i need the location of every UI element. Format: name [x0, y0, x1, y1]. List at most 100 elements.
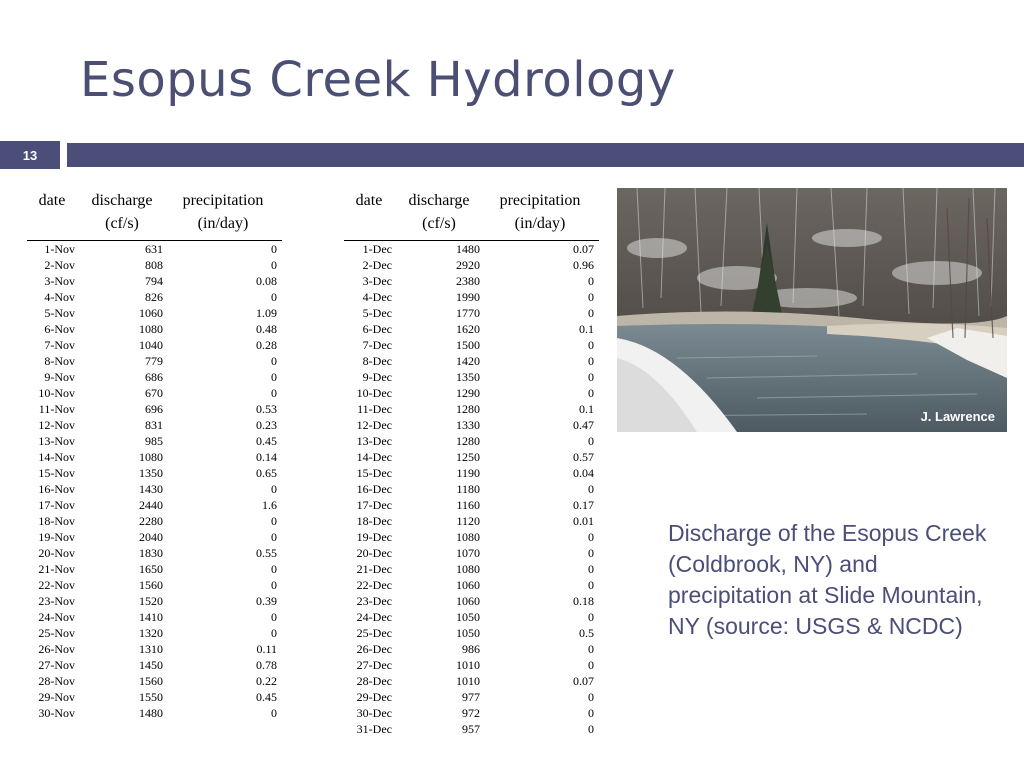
precipitation-cell: 0.17 — [573, 498, 594, 512]
table-row: 3-Nov 794 0.08 — [27, 273, 282, 289]
table-row: 7-Nov 1040 0.28 — [27, 337, 282, 353]
precipitation-cell: 0 — [588, 274, 594, 288]
precipitation-cell: 0.23 — [256, 418, 277, 432]
date-cell: 9-Dec — [362, 370, 392, 384]
table-row: 14-Nov 1080 0.14 — [27, 449, 282, 465]
discharge-cell: 1320 — [139, 626, 163, 640]
discharge-cell: 1770 — [456, 306, 480, 320]
table-row: 28-Nov 1560 0.22 — [27, 673, 282, 689]
precipitation-cell: 0.01 — [573, 514, 594, 528]
precipitation-header: precipitation — [182, 192, 264, 209]
table-row: 12-Dec 1330 0.47 — [344, 417, 599, 433]
discharge-unit: (cf/s) — [105, 215, 139, 232]
date-cell: 8-Dec — [362, 354, 392, 368]
discharge-cell: 1410 — [139, 610, 163, 624]
discharge-cell: 1830 — [139, 546, 163, 560]
precipitation-cell: 0 — [588, 386, 594, 400]
date-cell: 1-Dec — [362, 242, 392, 256]
precipitation-cell: 0 — [271, 562, 277, 576]
discharge-cell: 1350 — [139, 466, 163, 480]
precipitation-cell: 0.55 — [256, 546, 277, 560]
precipitation-cell: 0.07 — [573, 674, 594, 688]
date-cell: 26-Nov — [38, 642, 75, 656]
creek-photo: J. Lawrence — [617, 188, 1007, 432]
table-row: 4-Dec 1990 0 — [344, 289, 599, 305]
discharge-cell: 1420 — [456, 354, 480, 368]
date-cell: 2-Dec — [362, 258, 392, 272]
precipitation-cell: 0.78 — [256, 658, 277, 672]
date-cell: 26-Dec — [356, 642, 392, 656]
date-cell: 10-Dec — [356, 386, 392, 400]
discharge-cell: 1160 — [456, 498, 480, 512]
table-row: 24-Dec 1050 0 — [344, 609, 599, 625]
date-cell: 28-Dec — [356, 674, 392, 688]
table-row: 8-Dec 1420 0 — [344, 353, 599, 369]
date-cell: 22-Nov — [38, 578, 75, 592]
date-cell: 24-Nov — [38, 610, 75, 624]
slide-number: 13 — [0, 141, 60, 169]
precipitation-cell: 0 — [588, 722, 594, 736]
date-cell: 17-Dec — [356, 498, 392, 512]
precipitation-cell: 0.57 — [573, 450, 594, 464]
table-row: 31-Dec 957 0 — [344, 721, 599, 737]
date-cell: 13-Nov — [38, 434, 75, 448]
date-cell: 25-Dec — [356, 626, 392, 640]
photo-credit: J. Lawrence — [920, 409, 995, 424]
table-row: 13-Dec 1280 0 — [344, 433, 599, 449]
discharge-cell: 1050 — [456, 610, 480, 624]
table-row: 25-Nov 1320 0 — [27, 625, 282, 641]
precipitation-cell: 0 — [271, 626, 277, 640]
date-cell: 3-Nov — [44, 274, 75, 288]
table-row: 5-Nov 1060 1.09 — [27, 305, 282, 321]
discharge-cell: 808 — [145, 258, 163, 272]
precipitation-cell: 0.1 — [579, 402, 594, 416]
discharge-cell: 831 — [145, 418, 163, 432]
precipitation-cell: 0 — [271, 514, 277, 528]
discharge-cell: 1010 — [456, 658, 480, 672]
table-row: 26-Dec 986 0 — [344, 641, 599, 657]
discharge-cell: 2040 — [139, 530, 163, 544]
table-row: 1-Nov 631 0 — [27, 241, 282, 257]
table-row: 20-Dec 1070 0 — [344, 545, 599, 561]
table-row: 29-Dec 977 0 — [344, 689, 599, 705]
table-row: 11-Dec 1280 0.1 — [344, 401, 599, 417]
table-row: 2-Nov 808 0 — [27, 257, 282, 273]
date-cell: 4-Nov — [44, 290, 75, 304]
table-row: 13-Nov 985 0.45 — [27, 433, 282, 449]
discharge-unit: (cf/s) — [422, 215, 456, 232]
table-row: 14-Dec 1250 0.57 — [344, 449, 599, 465]
discharge-cell: 779 — [145, 354, 163, 368]
discharge-cell: 1010 — [456, 674, 480, 688]
table-row: 6-Nov 1080 0.48 — [27, 321, 282, 337]
discharge-cell: 1070 — [456, 546, 480, 560]
date-cell: 8-Nov — [44, 354, 75, 368]
discharge-cell: 2920 — [456, 258, 480, 272]
date-cell: 9-Nov — [44, 370, 75, 384]
date-cell: 7-Nov — [44, 338, 75, 352]
table-row: 18-Nov 2280 0 — [27, 513, 282, 529]
table-row: 27-Dec 1010 0 — [344, 657, 599, 673]
date-cell: 16-Dec — [356, 482, 392, 496]
precipitation-cell: 0 — [271, 290, 277, 304]
table-row: 17-Nov 2440 1.6 — [27, 497, 282, 513]
precipitation-cell: 0.39 — [256, 594, 277, 608]
date-cell: 19-Dec — [356, 530, 392, 544]
precipitation-cell: 0 — [271, 530, 277, 544]
date-cell: 15-Nov — [38, 466, 75, 480]
precipitation-cell: 0.28 — [256, 338, 277, 352]
date-cell: 22-Dec — [356, 578, 392, 592]
precipitation-cell: 0.96 — [573, 258, 594, 272]
discharge-cell: 1060 — [456, 578, 480, 592]
discharge-cell: 1480 — [456, 242, 480, 256]
date-cell: 27-Nov — [38, 658, 75, 672]
december-table: date discharge (cf/s) precipitation (in/… — [344, 188, 599, 737]
discharge-cell: 1040 — [139, 338, 163, 352]
date-cell: 5-Dec — [362, 306, 392, 320]
discharge-cell: 1060 — [139, 306, 163, 320]
discharge-cell: 977 — [462, 690, 480, 704]
date-cell: 6-Dec — [362, 322, 392, 336]
table-row: 15-Dec 1190 0.04 — [344, 465, 599, 481]
precipitation-cell: 0 — [588, 690, 594, 704]
precipitation-cell: 0 — [271, 370, 277, 384]
header-bar — [67, 143, 1024, 167]
